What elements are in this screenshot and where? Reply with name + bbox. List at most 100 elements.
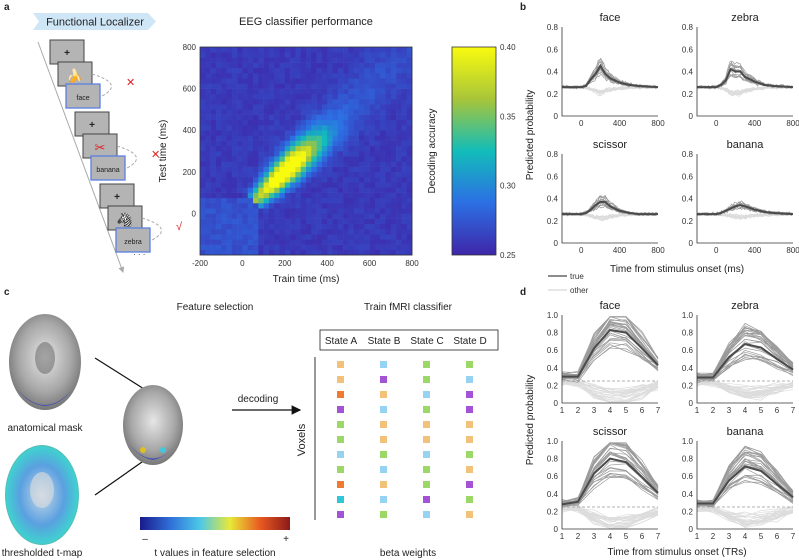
heatmap-cell (205, 109, 211, 115)
heatmap-cell (353, 171, 360, 178)
heatmap-cell (268, 244, 275, 251)
heatmap-cell (385, 244, 392, 251)
heatmap-cell (231, 229, 238, 235)
heatmap-cell (311, 130, 317, 136)
heatmap-cell (348, 140, 354, 147)
heatmap-cell (401, 161, 407, 167)
heatmap-cell (268, 67, 275, 74)
heatmap-cell (343, 182, 349, 188)
mean-true-line (562, 200, 658, 216)
heatmap-cell (237, 47, 243, 53)
heatmap-cell (348, 249, 354, 256)
xtick: 5 (624, 406, 629, 415)
other-trace (696, 504, 794, 518)
heatmap-cell (231, 78, 238, 84)
heatmap-cell (332, 203, 339, 209)
heatmap-cell (348, 177, 354, 183)
heatmap-cell (279, 239, 286, 245)
heatmap-cell (337, 229, 344, 235)
heatmap-cell (226, 182, 233, 188)
heatmap-cell (215, 78, 222, 84)
heatmap-cell (359, 109, 365, 115)
ytick: 0.4 (682, 195, 694, 204)
heatmap-cell (247, 88, 254, 95)
xtick: 800 (786, 246, 799, 255)
heatmap-cell (221, 83, 227, 89)
beta-weight-cell (337, 376, 344, 383)
heatmap-cell (221, 140, 227, 147)
heatmap-cell (332, 145, 339, 152)
other-trace (561, 382, 659, 403)
heatmap-cell (311, 161, 317, 167)
ytick: 1.0 (547, 437, 559, 446)
heatmap-cell (205, 192, 211, 199)
colorbar-tick: 0.30 (500, 182, 516, 191)
heatmap-cell (300, 125, 307, 131)
heatmap-cell (231, 171, 238, 178)
heatmap-cell (311, 244, 317, 251)
heatmap-cell (247, 171, 254, 178)
heatmap-cell (380, 249, 386, 256)
heatmap-cell (300, 73, 307, 79)
heatmap-cell (290, 130, 296, 136)
heatmap-cell (200, 83, 206, 89)
heatmap-cell (237, 104, 243, 110)
heatmap-cell (321, 104, 328, 110)
heatmap-cell (295, 109, 301, 115)
heatmap-cell (215, 244, 222, 251)
heatmap (200, 47, 413, 256)
heatmap-cell (306, 109, 312, 115)
heatmap-cell (374, 109, 381, 115)
heatmap-cell (337, 83, 344, 89)
heatmap-cell (401, 177, 407, 183)
beta-weight-cell (423, 481, 430, 488)
heatmap-cell (401, 166, 407, 173)
heatmap-cell (300, 67, 307, 74)
heatmap-cell (353, 156, 360, 162)
heatmap-cell (284, 62, 291, 69)
heatmap-cell (396, 192, 402, 199)
heatmap-cell (316, 244, 323, 251)
heatmap-cell (390, 125, 397, 131)
heatmap-cell (364, 223, 370, 230)
heatmap-cell (401, 182, 407, 188)
heatmap-cell (274, 78, 280, 84)
heatmap-cell (380, 104, 386, 110)
heatmap-cell (374, 78, 381, 84)
heatmap-cell (290, 47, 296, 53)
heatmap-cell (242, 135, 248, 141)
heatmap-cell (231, 88, 238, 95)
heatmap-cell (406, 140, 413, 147)
heatmap-cell (263, 104, 270, 110)
heatmap-cell (231, 52, 238, 58)
heatmap-cell (263, 114, 270, 121)
xtick: 1 (560, 532, 565, 541)
beta-weight-cell (337, 451, 344, 458)
heatmap-cell (311, 218, 317, 225)
heatmap-cell (253, 125, 259, 131)
heatmap-cell (268, 145, 275, 152)
heatmap-cell (210, 223, 217, 230)
heatmap-cell (359, 229, 365, 235)
heatmap-cell (231, 119, 238, 126)
heatmap-cell (311, 57, 317, 63)
true-trace (696, 327, 794, 380)
cue-label: banana (96, 167, 119, 174)
heatmap-cell (247, 78, 254, 84)
heatmap-cell (290, 73, 296, 79)
heatmap-cell (221, 125, 227, 131)
heatmap-cell (385, 177, 392, 183)
heatmap-cell (237, 151, 243, 157)
heatmap-cell (215, 234, 222, 240)
heatmap-cell (343, 171, 349, 178)
heatmap-cell (274, 156, 280, 162)
heatmap-cell (274, 203, 280, 209)
heatmap-cell (364, 182, 370, 188)
heatmap-cell (353, 182, 360, 188)
heatmap-cell (401, 130, 407, 136)
heatmap-ytick: 600 (183, 85, 197, 94)
heatmap-cell (284, 67, 291, 74)
heatmap-cell (327, 156, 333, 162)
heatmap-cell (263, 156, 270, 162)
ytick: 0 (554, 399, 559, 408)
